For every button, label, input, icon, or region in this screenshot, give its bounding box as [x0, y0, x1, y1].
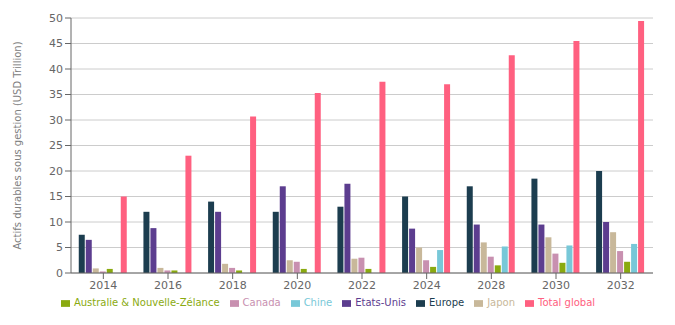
svg-text:40: 40 — [49, 63, 63, 76]
html-text:Japon: Japon — [487, 297, 515, 308]
svg-text:10: 10 — [49, 216, 63, 229]
svg-text:45: 45 — [49, 37, 63, 50]
svg-text:5: 5 — [56, 241, 63, 254]
html-text:Total global: Total global — [538, 297, 596, 308]
svg-text:0: 0 — [56, 267, 63, 280]
svg-text:2024: 2024 — [413, 279, 441, 292]
svg-text:50: 50 — [49, 12, 63, 25]
svg-text:Actifs durables sous gestion (: Actifs durables sous gestion (USD Trilli… — [12, 41, 23, 249]
html-text:Canada: Canada — [242, 297, 281, 308]
html-text:Europe: Europe — [429, 297, 465, 308]
svg-text:2032: 2032 — [607, 279, 635, 292]
svg-text:25: 25 — [49, 139, 63, 152]
svg-text:2028: 2028 — [477, 279, 505, 292]
svg-text:2030: 2030 — [542, 279, 570, 292]
svg-text:2018: 2018 — [219, 279, 247, 292]
svg-text:2022: 2022 — [348, 279, 376, 292]
svg-text:15: 15 — [49, 190, 63, 203]
html-text:Australie & Nouvelle-Zélance: Australie & Nouvelle-Zélance — [73, 297, 220, 308]
svg-text:30: 30 — [49, 114, 63, 127]
svg-text:2016: 2016 — [154, 279, 182, 292]
svg-text:2020: 2020 — [283, 279, 311, 292]
svg-text:2014: 2014 — [89, 279, 117, 292]
html-text:Etats-Unis: Etats-Unis — [355, 297, 406, 308]
svg-text:35: 35 — [49, 88, 63, 101]
html-text:Chine: Chine — [303, 297, 333, 308]
svg-text:20: 20 — [49, 165, 63, 178]
